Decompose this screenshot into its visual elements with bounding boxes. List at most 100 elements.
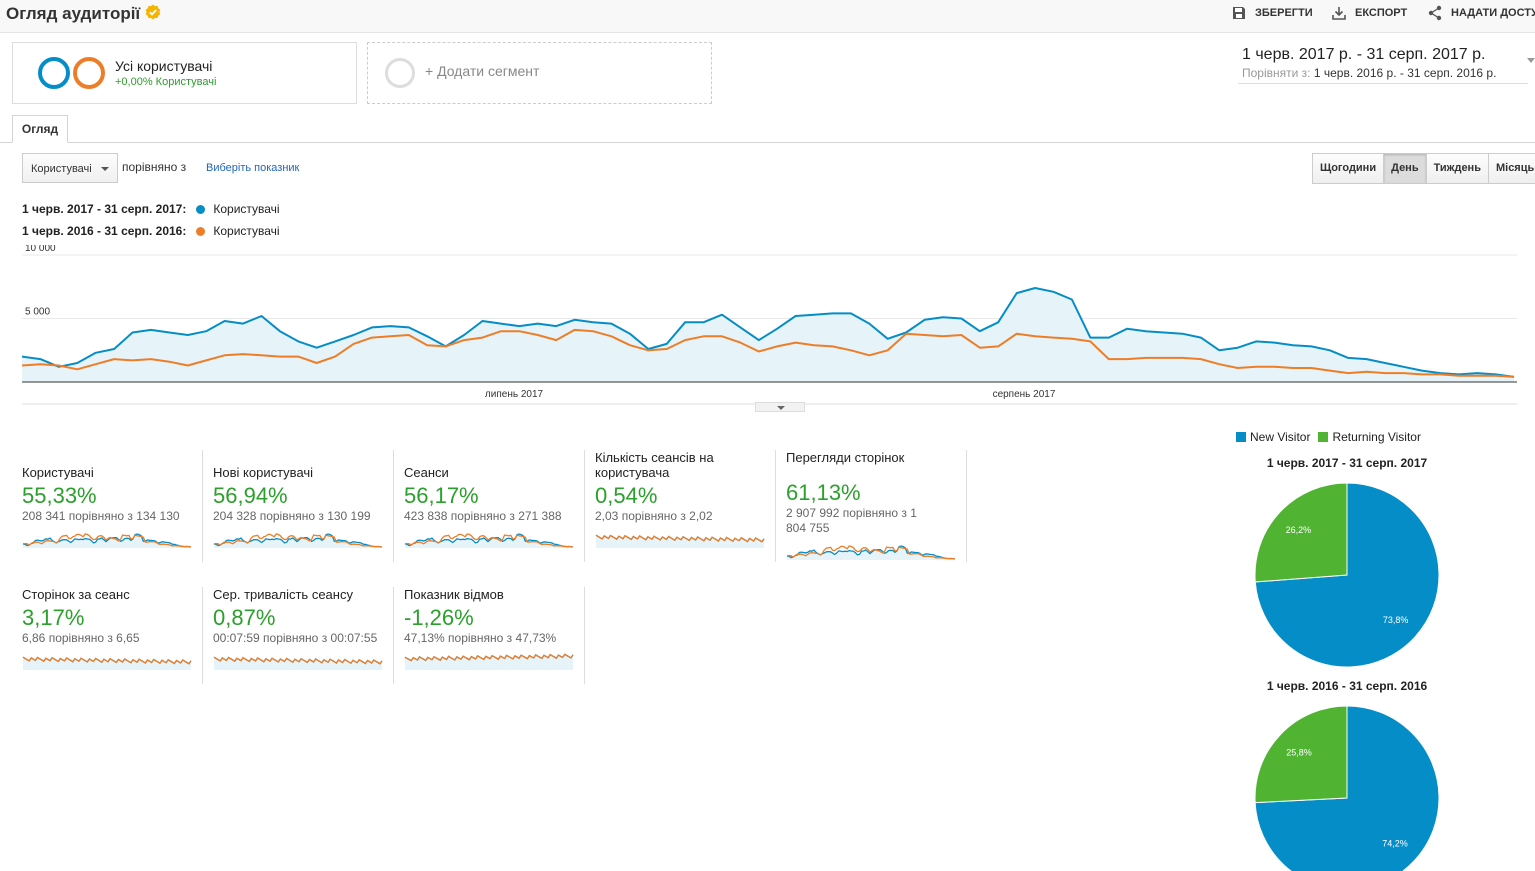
metric-comparison: 2,03 порівняно з 2,02	[595, 509, 713, 523]
metric-label: Нові користувачі	[213, 465, 314, 480]
metric-card[interactable]: Перегляди сторінок 61,13% 2 907 992 порівн…	[786, 450, 977, 562]
pie-chart-previous[interactable]: 74,2% 25,8%	[1250, 701, 1446, 871]
legend-current-dot	[196, 204, 206, 214]
sparkline-line	[404, 533, 574, 548]
date-range-underline	[1238, 83, 1528, 84]
chevron-down-icon	[777, 406, 785, 410]
metric-card-divider	[584, 587, 585, 684]
pie-legend-returning-label: Returning Visitor	[1332, 430, 1421, 444]
metric-comparison: 00:07:59 порівняно з 00:07:55	[213, 631, 378, 645]
legend-current-range: 1 черв. 2017 - 31 серп. 2017:	[22, 202, 187, 216]
segment-name: Усі користувачі	[115, 58, 213, 74]
metric-comparison: 204 328 порівняно з 130 199	[213, 509, 371, 523]
metric-card-divider	[393, 450, 394, 562]
tab-overview[interactable]: Огляд	[12, 115, 68, 143]
metric-change: 0,87%	[213, 605, 276, 630]
date-range-compare[interactable]: Порівняти з: 1 черв. 2016 р. - 31 серп. …	[1242, 66, 1496, 80]
sparkline-line	[404, 653, 574, 662]
metric-select[interactable]: Користувачі	[22, 153, 118, 183]
pie-slice-label: 26,2%	[1286, 525, 1312, 535]
metric-label: Перегляди сторінок	[786, 450, 905, 465]
metric-card[interactable]: Сер. тривалість сеансу 0,87% 00:07:59 порі…	[213, 587, 404, 672]
metric-change: 61,13%	[786, 480, 861, 505]
legend-previous-metric: Користувачі	[213, 224, 280, 238]
metric-select-value: Користувачі	[31, 163, 92, 175]
legend-previous: 1 черв. 2016 - 31 серп. 2016: Користувач…	[22, 224, 280, 238]
compare-text: порівняно з	[122, 160, 187, 174]
returning-visitor-swatch	[1318, 432, 1329, 442]
date-range-main[interactable]: 1 черв. 2017 р. - 31 серп. 2017 р.	[1242, 46, 1486, 63]
choose-metric-link[interactable]: Виберіть показник	[206, 162, 300, 174]
chevron-down-icon	[101, 167, 109, 171]
series-line-current	[22, 287, 1515, 378]
metric-card-divider	[202, 587, 203, 684]
sparkline-line	[213, 533, 383, 548]
metric-card[interactable]: Кількість сеансів на користувача 0,54% 2,0…	[595, 450, 786, 550]
metric-change: 55,33%	[22, 483, 97, 508]
metric-label: Сторінок за сеанс	[22, 587, 130, 602]
metric-sparkline	[786, 545, 956, 560]
metric-change: 56,94%	[213, 483, 288, 508]
pie-legend-new-label: New Visitor	[1250, 430, 1311, 444]
metric-card-divider	[584, 450, 585, 562]
metric-card[interactable]: Сеанси 56,17% 423 838 порівняно з 271 388	[404, 465, 595, 550]
tab-divider	[0, 142, 1535, 143]
x-tick-label: серпень 2017	[993, 389, 1056, 400]
legend-current: 1 черв. 2017 - 31 серп. 2017: Користувач…	[22, 202, 280, 216]
sparkline-area	[405, 654, 573, 670]
share-button[interactable]: НАДАТИ ДОСТУ	[1427, 5, 1535, 21]
sparkline-line	[786, 545, 956, 560]
metric-change: 56,17%	[404, 483, 479, 508]
date-range-dropdown-icon[interactable]	[1527, 58, 1535, 63]
date-compare-value: 1 черв. 2016 р. - 31 серп. 2016 р.	[1313, 66, 1497, 80]
legend-previous-range: 1 черв. 2016 - 31 серп. 2016:	[22, 224, 187, 238]
metric-label: Показник відмов	[404, 587, 504, 602]
metric-change: 3,17%	[22, 605, 85, 630]
metric-label: Сер. тривалість сеансу	[213, 587, 353, 602]
metric-sparkline	[595, 534, 765, 548]
series-line-previous	[22, 328, 1515, 378]
metric-comparison: 208 341 порівняно з 134 130	[22, 509, 180, 523]
sparkline-line	[22, 656, 192, 665]
metric-sparkline	[22, 533, 192, 548]
metric-card[interactable]: Користувачі 55,33% 208 341 порівняно з 134…	[22, 465, 213, 550]
segment-all-users[interactable]: Усі користувачі +0,00% Користувачі	[12, 42, 357, 104]
metric-change: 0,54%	[595, 483, 658, 508]
pie-legend-new: New Visitor	[1236, 430, 1310, 444]
y-tick-label: 5 000	[25, 307, 50, 318]
users-line-chart[interactable]: 10 000 5 000 липень 2017 серпень 2017	[22, 245, 1517, 405]
pie-slice-returning-visitor	[1254, 482, 1348, 583]
add-segment-button[interactable]: + Додати сегмент	[367, 42, 712, 104]
metric-sparkline	[404, 653, 574, 670]
share-icon	[1428, 5, 1442, 21]
metric-comparison: 423 838 порівняно з 271 388	[404, 509, 562, 523]
metric-card-divider	[202, 450, 203, 562]
metric-card-divider	[966, 450, 967, 562]
metric-label: Кількість сеансів на користувача	[595, 450, 714, 480]
pie-slice-returning-visitor	[1254, 705, 1348, 804]
pie-slice-label: 74,2%	[1382, 839, 1408, 849]
metric-label: Сеанси	[404, 465, 449, 480]
metric-card[interactable]: Нові користувачі 56,94% 204 328 порівняно …	[213, 465, 404, 550]
metric-card-divider	[775, 450, 776, 562]
segment-ring-blue-icon	[38, 57, 70, 89]
save-button[interactable]: ЗБЕРЕГТИ	[1231, 5, 1313, 21]
sparkline-line	[404, 533, 574, 548]
pie-title-current: 1 черв. 2017 - 31 серп. 2017	[1266, 456, 1428, 470]
metric-comparison: 47,13% порівняно з 47,73%	[404, 631, 557, 645]
period-week-button[interactable]: Тиждень	[1425, 154, 1488, 183]
metric-card[interactable]: Сторінок за сеанс 3,17% 6,86 порівняно з 6…	[22, 587, 213, 672]
period-hourly-button[interactable]: Щогодини	[1313, 154, 1384, 183]
x-tick-label: липень 2017	[485, 389, 544, 400]
period-day-button[interactable]: День	[1383, 154, 1426, 183]
pie-chart-current[interactable]: 73,8% 26,2%	[1250, 478, 1446, 674]
metric-label: Користувачі	[22, 465, 94, 480]
metric-change: -1,26%	[404, 605, 474, 630]
legend-current-metric: Користувачі	[213, 202, 280, 216]
metric-card[interactable]: Показник відмов -1,26% 47,13% порівняно з …	[404, 587, 595, 672]
period-month-button[interactable]: Місяць	[1487, 154, 1535, 183]
chart-collapse-handle[interactable]	[755, 402, 805, 412]
export-button[interactable]: ЕКСПОРТ	[1331, 5, 1407, 21]
pie-legend: New Visitor Returning Visitor	[1236, 430, 1421, 444]
period-selector: Щогодини День Тиждень Місяць	[1312, 153, 1535, 184]
